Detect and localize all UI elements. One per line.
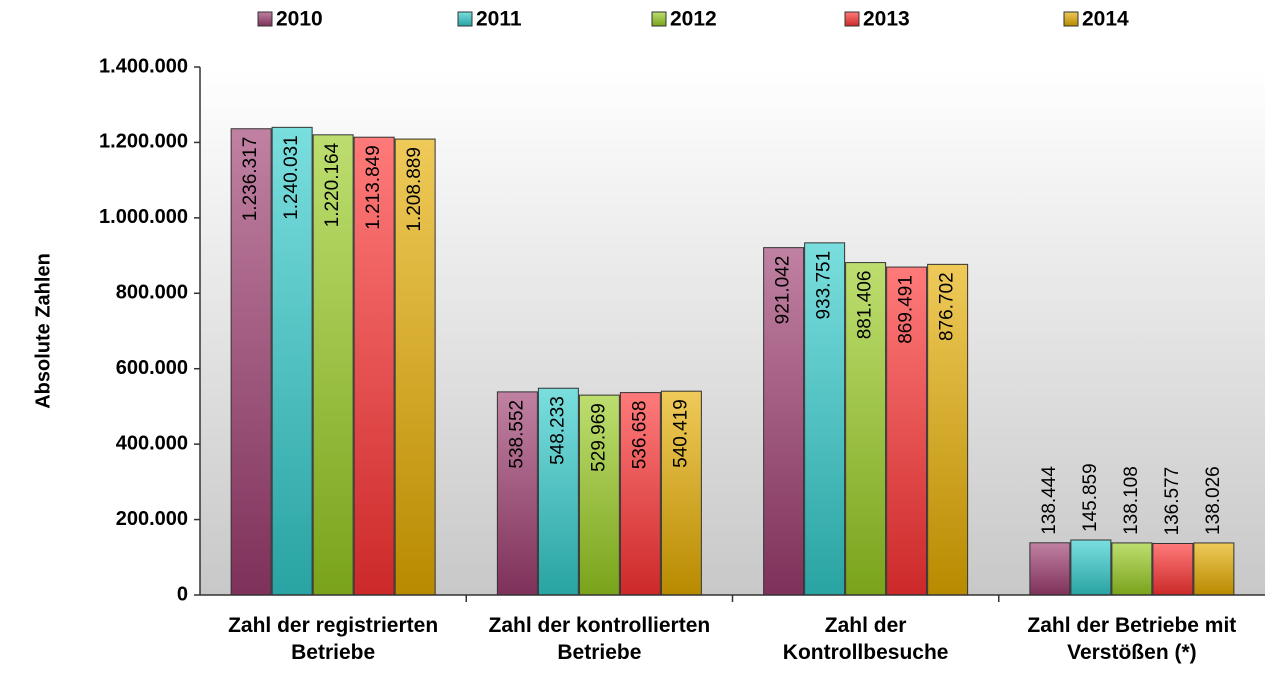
- bar: [763, 247, 805, 596]
- bar: [230, 128, 272, 596]
- legend-swatch: [651, 11, 667, 27]
- data-label: 1.240.031: [281, 135, 302, 220]
- bar: [353, 136, 395, 596]
- y-tick-label: 0: [177, 583, 188, 605]
- y-tick-label: 400.000: [116, 432, 188, 454]
- x-tick-label: Zahl der Betriebe mit Verstößen (*): [1027, 614, 1237, 664]
- legend-swatch: [844, 11, 860, 27]
- data-label: 1.236.317: [240, 137, 261, 222]
- x-tick-label: Zahl der kontrollierten Betriebe: [488, 614, 711, 664]
- data-label: 138.026: [1203, 466, 1224, 535]
- y-axis-label: Absolute Zahlen: [32, 253, 54, 409]
- bar: [537, 387, 579, 596]
- data-label: 881.406: [855, 271, 876, 340]
- bar: [1029, 542, 1071, 596]
- y-tick-label: 800.000: [116, 282, 188, 304]
- bar: [394, 138, 436, 596]
- data-label: 869.491: [896, 275, 917, 344]
- bar: [660, 390, 702, 596]
- y-tick-label: 600.000: [116, 357, 188, 379]
- bar: [578, 394, 620, 596]
- legend-label: 2012: [670, 8, 717, 31]
- bar: [619, 392, 661, 596]
- legend-swatch: [257, 11, 273, 27]
- y-tick-label: 1.400.000: [99, 55, 188, 77]
- data-label: 1.213.849: [363, 145, 384, 230]
- x-tick-label: Zahl der registrierten Betriebe: [228, 614, 439, 664]
- bar: [271, 126, 313, 596]
- y-tick-label: 1.200.000: [99, 131, 188, 153]
- data-label: 138.444: [1039, 466, 1060, 535]
- data-label: 136.577: [1162, 467, 1183, 536]
- bar: [1070, 539, 1112, 596]
- legend-swatch: [457, 11, 473, 27]
- legend-label: 2011: [476, 8, 522, 31]
- x-tick-label: Zahl der Kontrollbesuche: [782, 614, 949, 664]
- data-label: 1.208.889: [404, 147, 425, 232]
- bar: [804, 242, 846, 596]
- data-label: 145.859: [1080, 463, 1101, 532]
- data-label: 138.108: [1121, 466, 1142, 535]
- data-label: 548.233: [547, 396, 568, 465]
- y-tick-label: 1.000.000: [99, 206, 188, 228]
- data-label: 538.552: [506, 400, 527, 469]
- legend-swatch: [1063, 11, 1079, 27]
- data-label: 921.042: [773, 256, 794, 325]
- y-tick-label: 200.000: [116, 508, 188, 530]
- legend-label: 2010: [276, 8, 323, 31]
- bar: [496, 391, 538, 596]
- data-label: 933.751: [814, 251, 835, 320]
- bar: [312, 134, 354, 596]
- bar: [1111, 542, 1153, 596]
- data-label: 540.419: [670, 399, 691, 468]
- bar: [1152, 542, 1194, 596]
- data-label: 536.658: [629, 401, 650, 470]
- bar: [1193, 542, 1235, 596]
- legend-label: 2013: [863, 8, 910, 31]
- data-label: 1.220.164: [322, 142, 343, 227]
- legend-label: 2014: [1082, 8, 1129, 31]
- data-label: 876.702: [937, 272, 958, 341]
- data-label: 529.969: [588, 403, 609, 472]
